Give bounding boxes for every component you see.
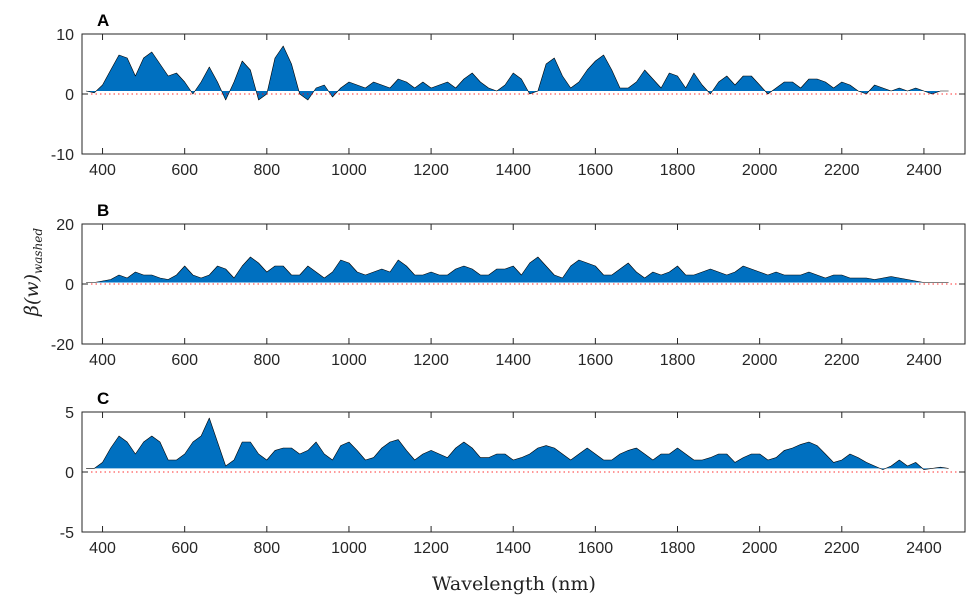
- y-axis-label: β(w)washed: [21, 228, 45, 317]
- x-tick-label: 600: [171, 540, 198, 557]
- x-axis-label: Wavelength (nm): [432, 573, 596, 595]
- y-tick-label: 0: [65, 277, 74, 294]
- x-tick-label: 1600: [578, 540, 614, 557]
- y-tick-label: 5: [65, 405, 74, 422]
- x-tick-label: 1800: [660, 352, 696, 369]
- y-tick-label: 0: [65, 465, 74, 482]
- x-tick-label: 400: [89, 540, 116, 557]
- x-tick-label: 800: [253, 352, 280, 369]
- x-tick-label: 400: [89, 162, 116, 179]
- panel-b: 20 0 -20 400 600 800 1000 1200 1400 1600 1800 2000 2…: [51, 201, 966, 369]
- y-tick-label: 20: [56, 217, 74, 234]
- x-tick-label: 400: [89, 352, 116, 369]
- x-tick-label: 1000: [331, 162, 367, 179]
- spectra-band: [86, 256, 949, 283]
- x-tick-label: 2000: [742, 540, 778, 557]
- x-tick-label: 1400: [495, 352, 531, 369]
- x-tick-label: 2400: [906, 162, 942, 179]
- x-tick-label: 1800: [660, 162, 696, 179]
- x-tick-label: 1600: [578, 162, 614, 179]
- x-tick-label: 1400: [495, 162, 531, 179]
- x-tick-label: 2200: [824, 162, 860, 179]
- y-axis-label-sub: washed: [31, 228, 45, 274]
- x-tick-label: 800: [253, 162, 280, 179]
- x-tick-label: 1200: [413, 162, 449, 179]
- x-tick-label: 1200: [413, 352, 449, 369]
- x-tick-label: 2200: [824, 540, 860, 557]
- x-tick-label: 800: [253, 540, 280, 557]
- x-tick-label: 1400: [495, 540, 531, 557]
- x-tick-label: 600: [171, 162, 198, 179]
- x-tick-label: 1200: [413, 540, 449, 557]
- spectra-band: [86, 417, 949, 470]
- x-tick-label: 2000: [742, 352, 778, 369]
- x-tick-label: 1000: [331, 540, 367, 557]
- spectra-band: [86, 45, 949, 101]
- y-axis-label-main: β(w): [21, 274, 43, 317]
- y-tick-label: 0: [65, 87, 74, 104]
- x-tick-label: 1600: [578, 352, 614, 369]
- panel-label: C: [97, 389, 109, 408]
- panel-a: 10 0 -10 400 600 800 1000 1200 1400 1600 1800 2000 2…: [51, 11, 966, 179]
- y-tick-label: -10: [51, 147, 74, 164]
- panel-label: B: [97, 201, 109, 220]
- x-tick-label: 600: [171, 352, 198, 369]
- y-tick-label: 10: [56, 27, 74, 44]
- panel-c: 5 0 -5 400 600 800 1000 1200 1400 1600 1800 2000 220…: [60, 389, 966, 557]
- x-tick-label: 2000: [742, 162, 778, 179]
- x-tick-label: 2400: [906, 540, 942, 557]
- x-tick-label: 2200: [824, 352, 860, 369]
- panel-label: A: [97, 11, 109, 30]
- x-tick-label: 2400: [906, 352, 942, 369]
- y-tick-label: -20: [51, 337, 74, 354]
- x-tick-label: 1800: [660, 540, 696, 557]
- x-tick-label: 1000: [331, 352, 367, 369]
- y-tick-label: -5: [60, 525, 74, 542]
